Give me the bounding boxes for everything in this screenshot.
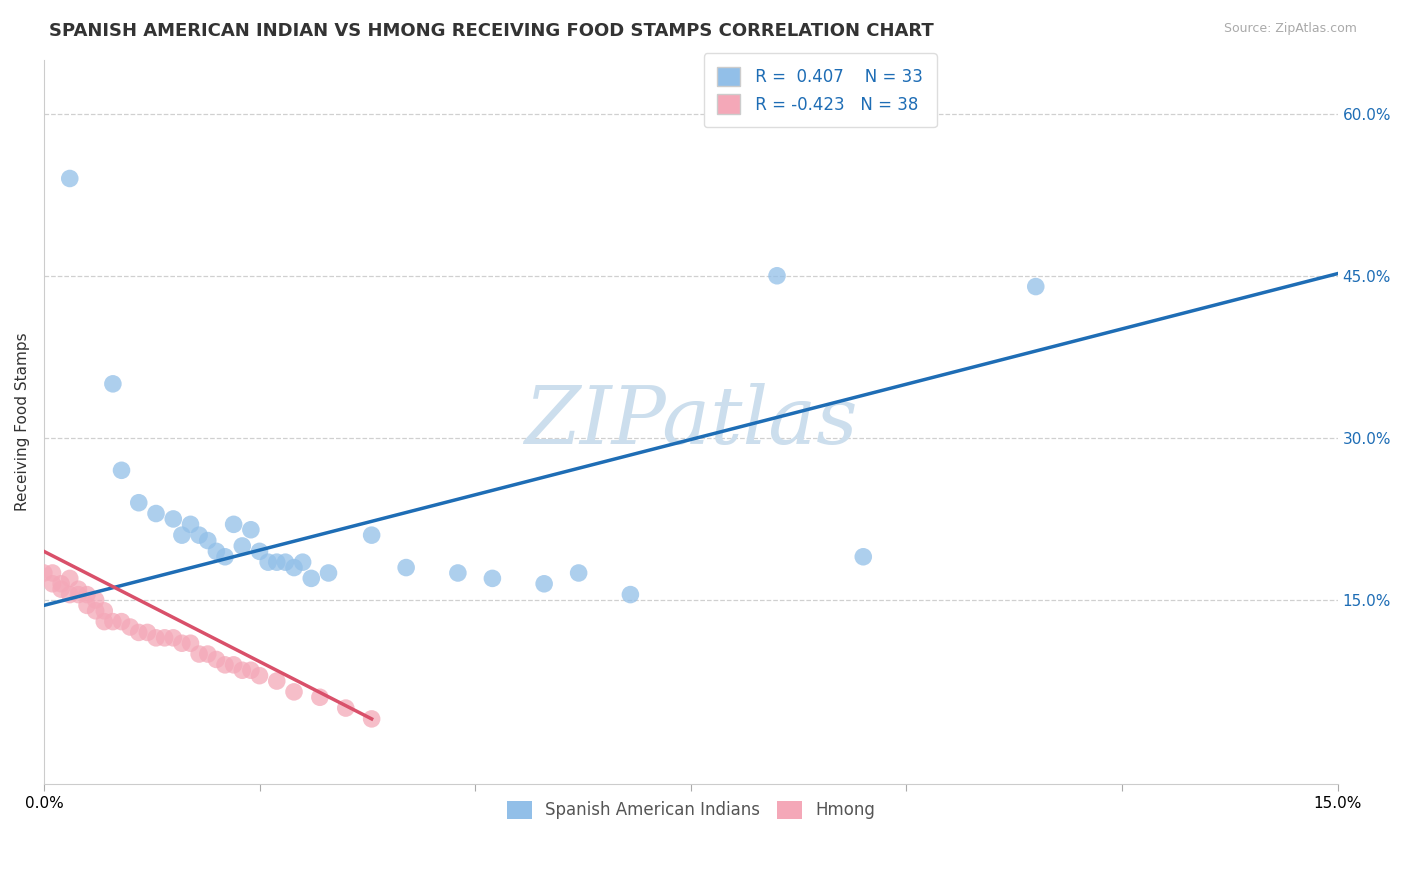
Point: [67, 582, 90, 597]
Point: [335, 701, 357, 715]
Text: Source: ZipAtlas.com: Source: ZipAtlas.com: [1223, 22, 1357, 36]
Point: [766, 268, 789, 283]
Point: [188, 528, 211, 542]
Point: [76, 599, 98, 613]
Point: [214, 657, 236, 672]
Point: [266, 674, 288, 689]
Point: [110, 463, 132, 477]
Point: [49, 582, 72, 597]
Point: [266, 555, 288, 569]
Point: [214, 549, 236, 564]
Legend: Spanish American Indians, Hmong: Spanish American Indians, Hmong: [501, 794, 882, 826]
Point: [222, 517, 245, 532]
Point: [59, 571, 82, 585]
Point: [239, 663, 262, 677]
Point: [162, 631, 184, 645]
Point: [283, 560, 305, 574]
Point: [59, 588, 82, 602]
Point: [76, 588, 98, 602]
Point: [299, 571, 322, 585]
Point: [153, 631, 176, 645]
Point: [205, 652, 228, 666]
Point: [852, 549, 875, 564]
Point: [59, 171, 82, 186]
Point: [180, 517, 202, 532]
Point: [41, 566, 63, 580]
Point: [291, 555, 314, 569]
Point: [249, 668, 271, 682]
Point: [101, 376, 124, 391]
Point: [67, 588, 90, 602]
Point: [395, 560, 418, 574]
Point: [162, 512, 184, 526]
Point: [249, 544, 271, 558]
Point: [197, 533, 219, 548]
Point: [1025, 279, 1047, 293]
Point: [222, 657, 245, 672]
Point: [274, 555, 297, 569]
Point: [360, 712, 382, 726]
Point: [128, 625, 150, 640]
Point: [136, 625, 159, 640]
Point: [170, 528, 193, 542]
Point: [568, 566, 591, 580]
Point: [41, 576, 63, 591]
Point: [619, 588, 641, 602]
Point: [318, 566, 340, 580]
Point: [93, 604, 115, 618]
Y-axis label: Receiving Food Stamps: Receiving Food Stamps: [15, 333, 30, 511]
Point: [170, 636, 193, 650]
Point: [188, 647, 211, 661]
Point: [447, 566, 470, 580]
Point: [145, 631, 167, 645]
Point: [145, 507, 167, 521]
Point: [309, 690, 332, 705]
Point: [239, 523, 262, 537]
Point: [110, 615, 132, 629]
Point: [32, 566, 55, 580]
Point: [231, 663, 253, 677]
Point: [231, 539, 253, 553]
Point: [101, 615, 124, 629]
Point: [205, 544, 228, 558]
Point: [283, 685, 305, 699]
Point: [257, 555, 280, 569]
Text: ZIPatlas: ZIPatlas: [524, 383, 858, 460]
Point: [84, 604, 107, 618]
Point: [93, 615, 115, 629]
Point: [481, 571, 503, 585]
Point: [120, 620, 142, 634]
Point: [128, 496, 150, 510]
Text: SPANISH AMERICAN INDIAN VS HMONG RECEIVING FOOD STAMPS CORRELATION CHART: SPANISH AMERICAN INDIAN VS HMONG RECEIVI…: [49, 22, 934, 40]
Point: [533, 576, 555, 591]
Point: [49, 576, 72, 591]
Point: [84, 593, 107, 607]
Point: [180, 636, 202, 650]
Point: [197, 647, 219, 661]
Point: [360, 528, 382, 542]
